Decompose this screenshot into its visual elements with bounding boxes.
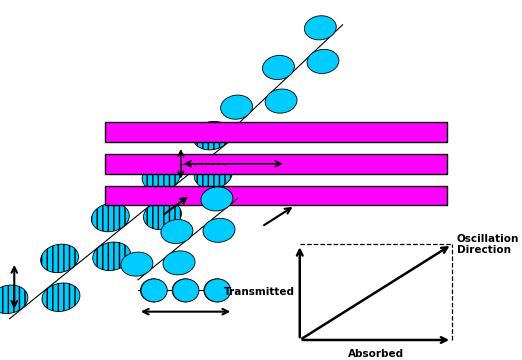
Ellipse shape [304,16,336,40]
Text: Transmitted: Transmitted [224,287,295,297]
Ellipse shape [42,283,80,311]
Ellipse shape [204,279,230,302]
Ellipse shape [121,252,153,276]
Ellipse shape [0,285,28,314]
Ellipse shape [221,95,253,119]
Ellipse shape [203,218,235,242]
Ellipse shape [307,49,339,73]
Bar [105,122,447,142]
Ellipse shape [193,121,231,150]
Bar [105,186,447,206]
Ellipse shape [41,244,78,273]
Ellipse shape [205,279,231,302]
Ellipse shape [140,279,167,302]
Ellipse shape [93,242,130,271]
Text: Oscillation
Direction: Oscillation Direction [457,234,519,255]
Ellipse shape [172,279,198,302]
Ellipse shape [163,251,195,275]
Ellipse shape [194,160,232,189]
Ellipse shape [173,279,199,302]
Bar [105,154,447,174]
Ellipse shape [161,220,193,243]
Ellipse shape [144,201,182,230]
Ellipse shape [91,203,129,232]
Text: Absorbed: Absorbed [348,349,404,359]
Ellipse shape [201,187,233,211]
Ellipse shape [263,55,294,80]
Ellipse shape [141,279,167,302]
Ellipse shape [142,162,180,191]
Ellipse shape [265,89,297,113]
